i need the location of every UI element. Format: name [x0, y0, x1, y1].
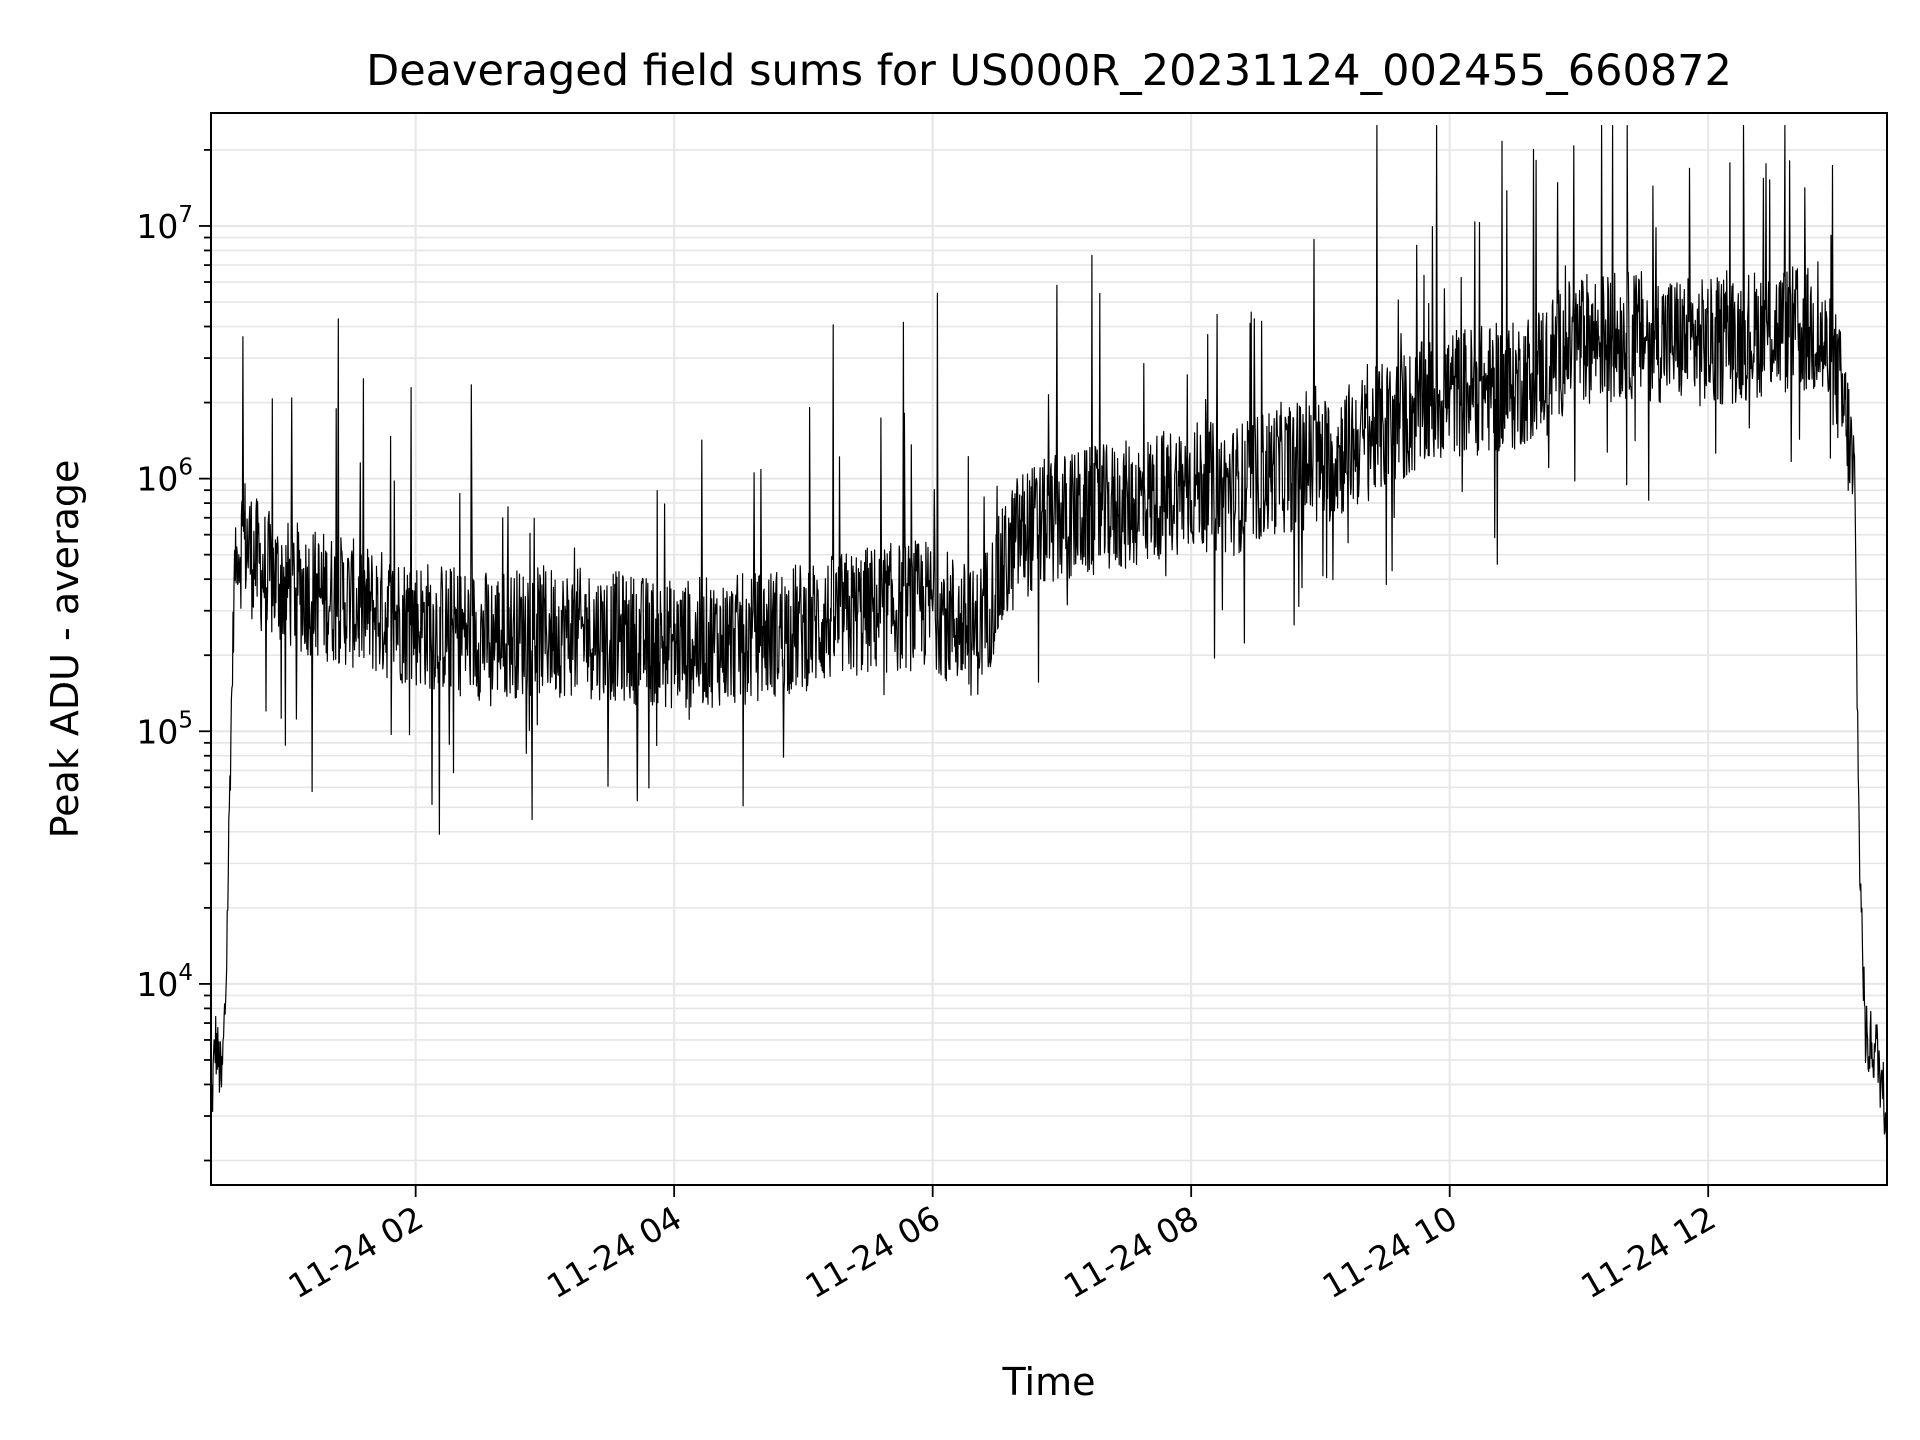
y-axis-label: Peak ADU - average [43, 460, 87, 839]
y-tick-label: 104 [136, 960, 193, 1004]
x-tick-label: 11-24 08 [1057, 1198, 1205, 1306]
y-tick-label: 105 [136, 707, 193, 751]
x-tick-label: 11-24 06 [799, 1198, 947, 1306]
x-tick-label: 11-24 02 [282, 1198, 430, 1306]
series-line [211, 125, 1887, 1141]
x-axis-label: Time [1002, 1360, 1096, 1404]
ticks: 104 105 106 107 11-24 02 11-24 04 11-24 06 11-2… [136, 149, 1722, 1306]
y-tick-label: 107 [136, 202, 193, 246]
plot-area [210, 112, 1888, 1186]
y-tick-label: 106 [136, 455, 193, 499]
chart-title: Deaveraged field sums for US000R_2023112… [366, 46, 1732, 96]
x-tick-label: 11-24 04 [540, 1198, 688, 1306]
x-tick-label: 11-24 12 [1574, 1198, 1722, 1306]
x-tick-label: 11-24 10 [1316, 1198, 1464, 1306]
